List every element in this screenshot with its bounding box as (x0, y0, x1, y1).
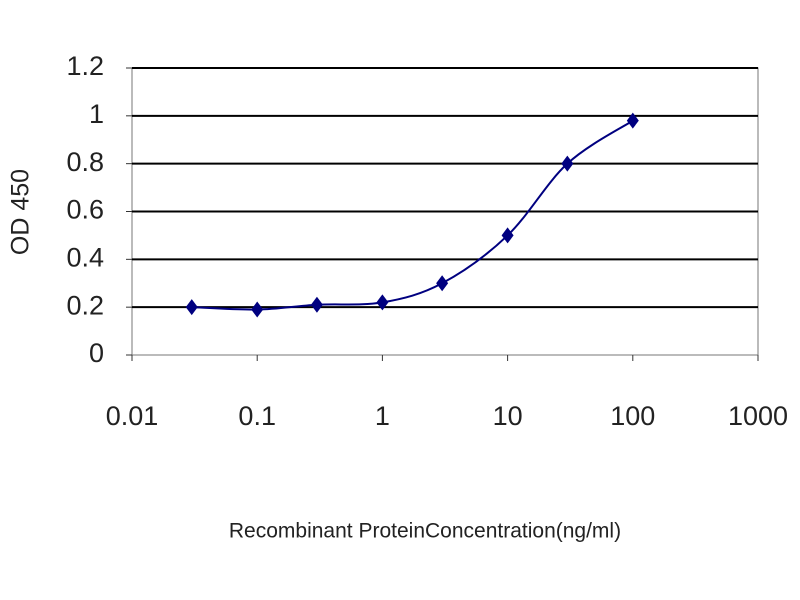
data-point (376, 294, 389, 311)
y-tick-label: 1.2 (66, 51, 104, 81)
y-axis-title: OD 450 (7, 169, 35, 255)
data-point (310, 296, 323, 313)
y-tick-label: 0.8 (66, 147, 104, 177)
data-point (626, 112, 639, 129)
y-tick-label: 0.4 (66, 242, 104, 272)
series-line (191, 119, 634, 311)
y-tick-label: 0.2 (66, 290, 104, 320)
y-tick-label: 1 (89, 99, 104, 129)
data-point (561, 155, 574, 172)
data-point (501, 227, 514, 244)
y-tick-label: 0 (89, 338, 104, 368)
x-tick-label: 100 (610, 401, 655, 431)
x-tick-label: 0.01 (106, 401, 159, 431)
data-point (251, 301, 264, 318)
x-tick-label: 0.1 (238, 401, 276, 431)
data-point (436, 275, 449, 292)
x-axis-title: Recombinant ProteinConcentration(ng/ml) (229, 520, 621, 543)
y-tick-label: 0.6 (66, 195, 104, 225)
x-tick-label: 1000 (728, 401, 788, 431)
data-point (185, 299, 198, 316)
x-tick-label: 1 (375, 401, 390, 431)
x-tick-label: 10 (493, 401, 523, 431)
